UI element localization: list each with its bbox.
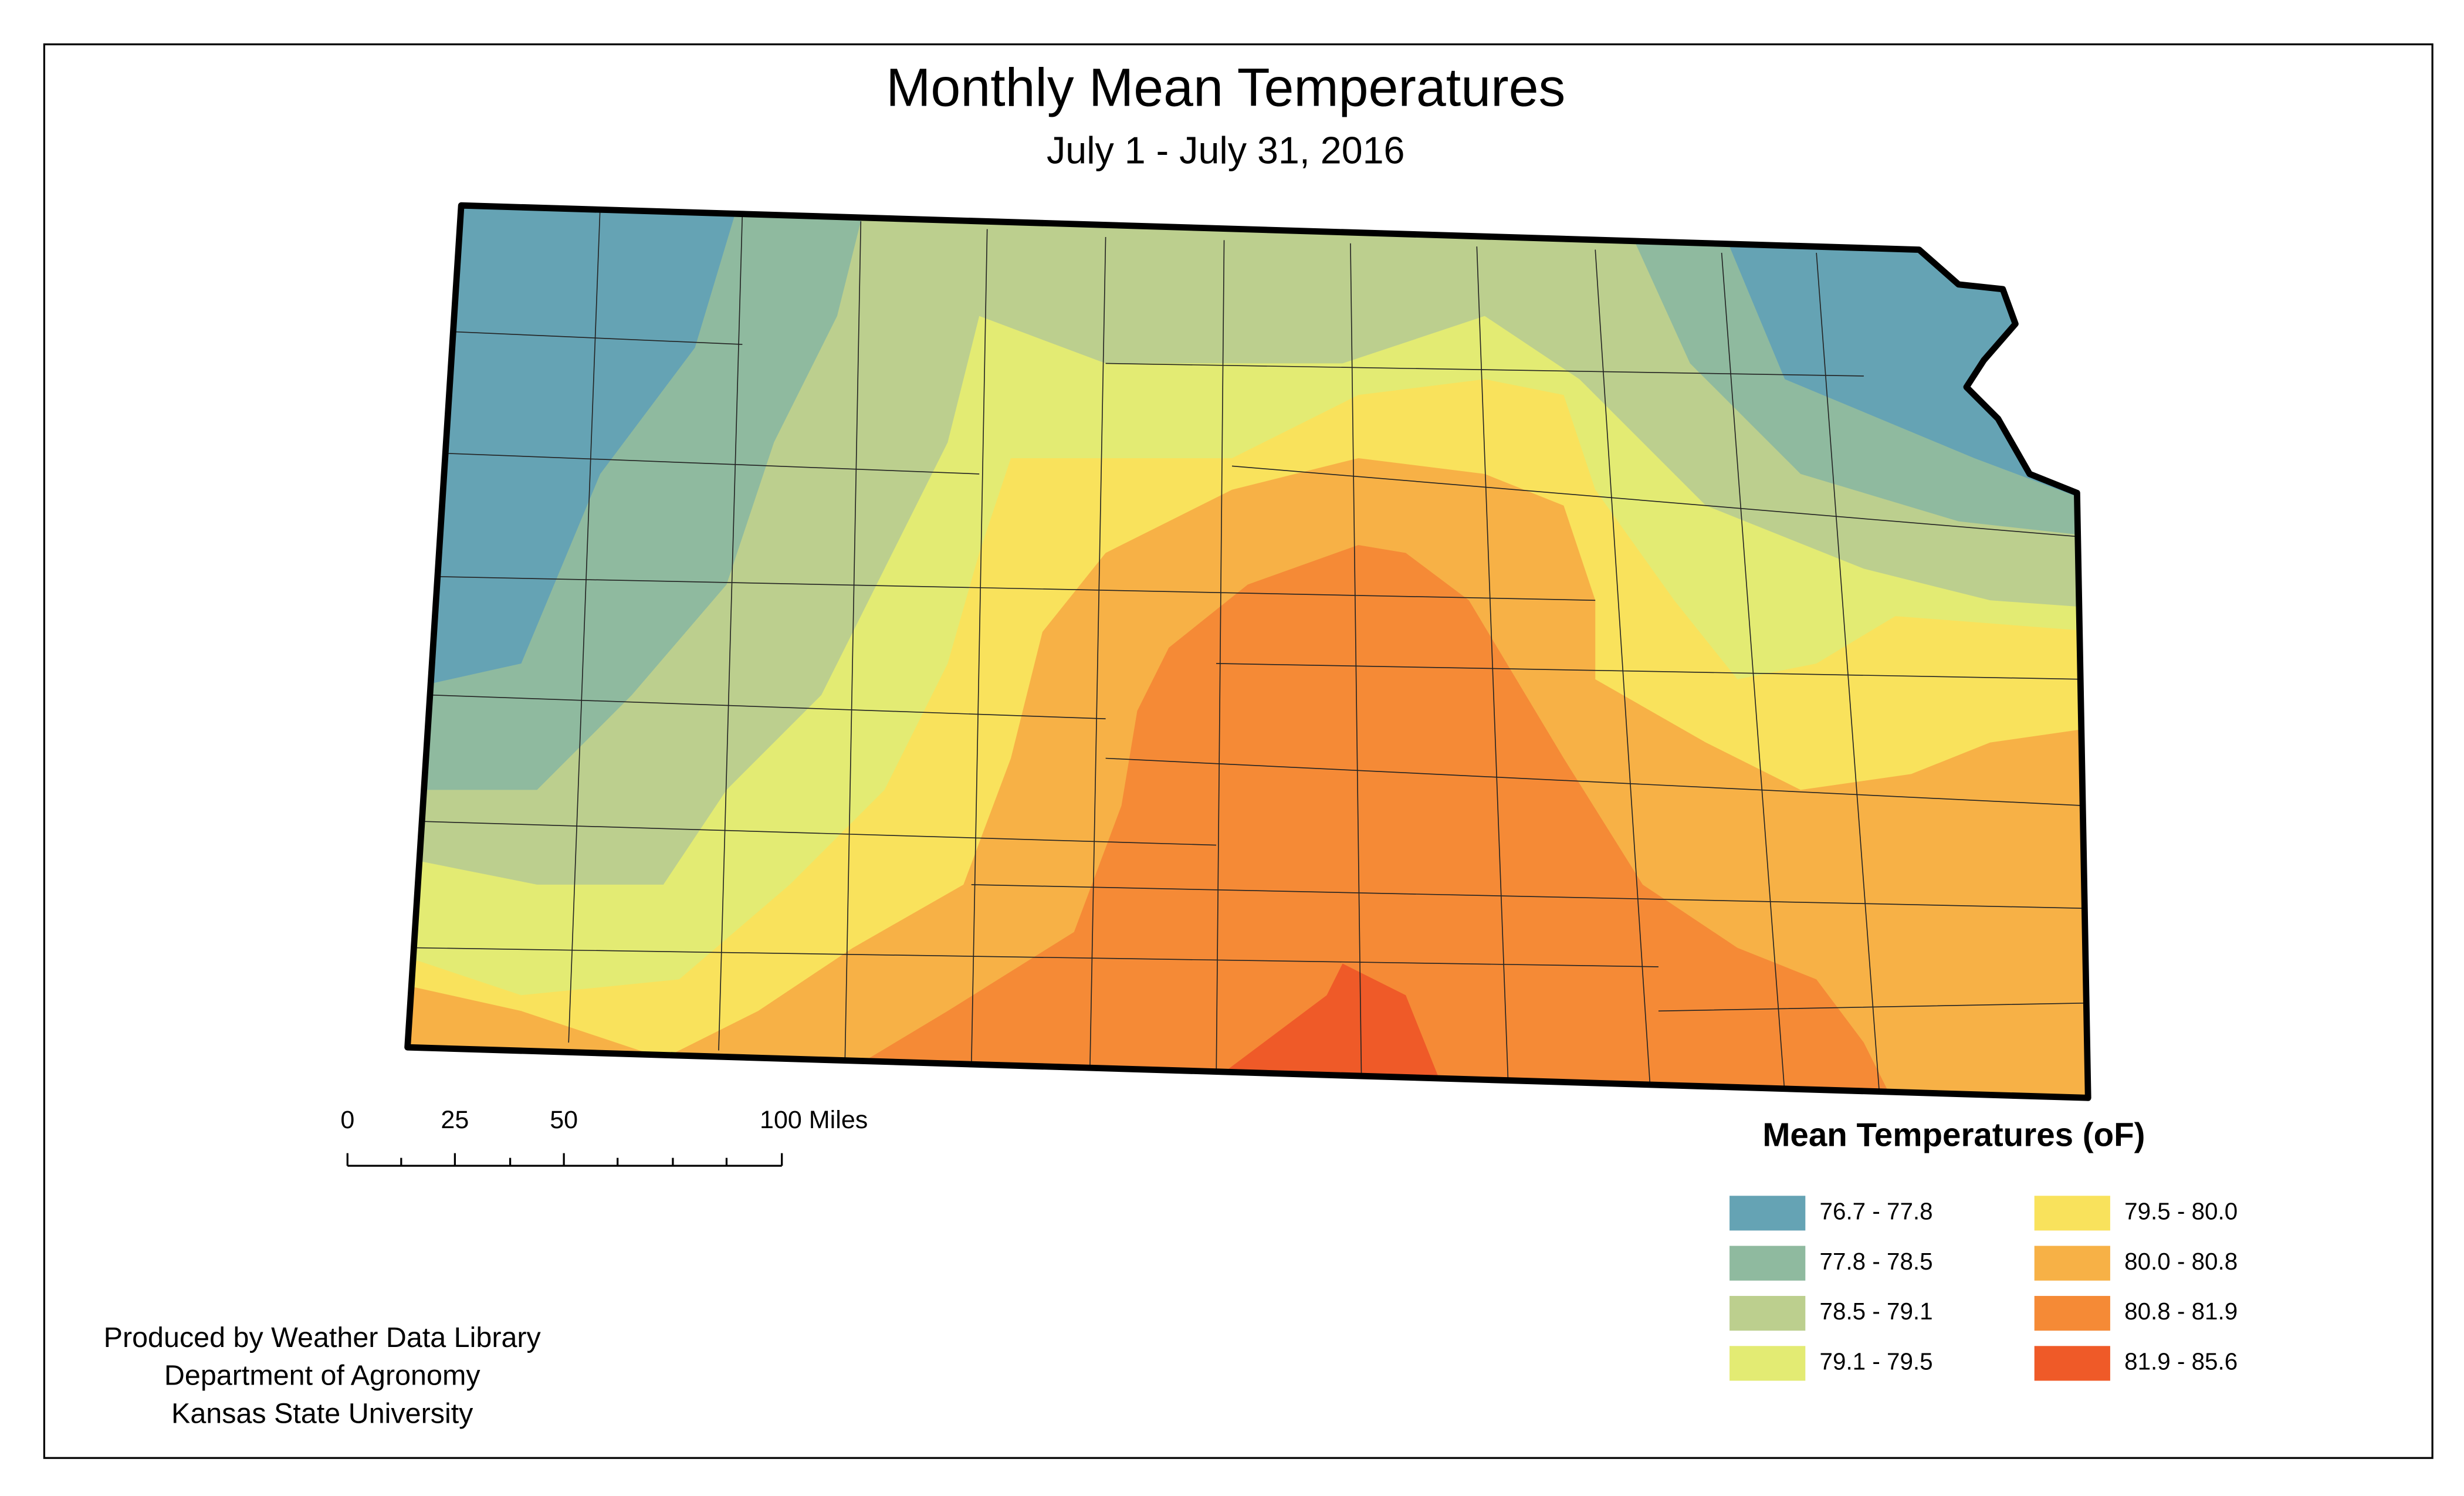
zone: [1137, 963, 1453, 1098]
credit: Department of Agronomy: [164, 1360, 480, 1392]
legend-label: 81.9 - 85.6: [2124, 1348, 2238, 1375]
legend-swatch: [2034, 1346, 2110, 1381]
legend-label: 80.0 - 80.8: [2124, 1248, 2238, 1275]
legend-swatch: [2034, 1245, 2110, 1281]
county-lines: [417, 205, 2085, 1096]
legend-swatch: [1729, 1295, 1806, 1331]
scale-label: 100 Miles: [760, 1106, 868, 1134]
legend-swatch: [1729, 1245, 1806, 1281]
legend-swatch: [2034, 1196, 2110, 1231]
scale-label: 25: [441, 1106, 469, 1134]
map-title: Monthly Mean Temperatures: [886, 58, 1565, 118]
legend-swatch: [2034, 1295, 2110, 1331]
scale-label: 50: [550, 1106, 578, 1134]
legend-label: 79.5 - 80.0: [2124, 1198, 2238, 1225]
scale-label: 0: [340, 1106, 354, 1134]
legend-title: Mean Temperatures (oF): [1762, 1116, 2145, 1153]
legend-label: 78.5 - 79.1: [1820, 1298, 1933, 1325]
legend: 76.7 - 77.8 77.8 - 78.5 78.5 - 79.1 79.1 - …: [1729, 1196, 2238, 1381]
map-subtitle: July 1 - July 31, 2016: [1047, 129, 1405, 171]
legend-label: 77.8 - 78.5: [1820, 1248, 1933, 1275]
legend-swatch: [1729, 1346, 1806, 1381]
state-outline: [404, 202, 2091, 1101]
scale-bar: 0 25 50 100 Miles: [340, 1106, 868, 1167]
legend-label: 76.7 - 77.8: [1820, 1198, 1933, 1225]
temperature-zones: [407, 205, 2089, 1098]
credit: Kansas State University: [171, 1397, 473, 1429]
scale-line: [346, 1153, 783, 1167]
zone: [790, 545, 1896, 1098]
legend-label: 80.8 - 81.9: [2124, 1298, 2238, 1325]
legend-label: 79.1 - 79.5: [1820, 1348, 1933, 1375]
legend-swatch: [1729, 1196, 1806, 1231]
credit: Produced by Weather Data Library: [104, 1322, 541, 1353]
